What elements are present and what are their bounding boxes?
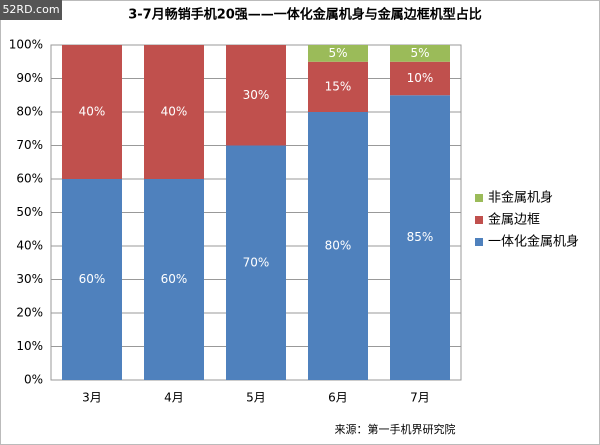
- x-tick-label: 7月: [410, 391, 430, 405]
- legend-label: 一体化金属机身: [488, 234, 579, 250]
- y-tick-label: 40%: [16, 239, 43, 253]
- value-label: 70%: [243, 255, 270, 269]
- bar-segment: [390, 45, 450, 62]
- bar-segment: [390, 95, 450, 380]
- y-tick-label: 30%: [16, 272, 43, 286]
- y-tick-label: 80%: [16, 105, 43, 119]
- y-tick-label: 10%: [16, 339, 43, 353]
- bar-segment: [62, 45, 122, 179]
- bar-segment: [226, 45, 286, 146]
- y-tick-label: 90%: [16, 71, 43, 85]
- bar-segment: [226, 145, 286, 380]
- x-tick-label: 5月: [246, 391, 266, 405]
- value-label: 5%: [328, 46, 347, 60]
- bar-segment: [308, 112, 368, 380]
- value-label: 30%: [243, 88, 270, 102]
- y-tick-label: 20%: [16, 306, 43, 320]
- value-label: 10%: [407, 71, 434, 85]
- bar-segment: [308, 45, 368, 62]
- value-label: 60%: [79, 272, 106, 286]
- y-tick-label: 60%: [16, 172, 43, 186]
- legend-swatch: [475, 216, 483, 224]
- value-label: 80%: [325, 239, 352, 253]
- y-tick-label: 70%: [16, 138, 43, 152]
- legend-label: 金属边框: [488, 212, 540, 228]
- value-label: 60%: [161, 272, 188, 286]
- value-label: 15%: [325, 79, 352, 93]
- legend-swatch: [475, 238, 483, 246]
- source-note: 来源：第一手机界研究院: [335, 422, 456, 436]
- value-label: 40%: [161, 105, 188, 119]
- bar-segment: [390, 61, 450, 96]
- y-tick-label: 0%: [24, 373, 43, 387]
- bar-segment: [144, 179, 204, 380]
- watermark: 52RD.com: [2, 3, 59, 16]
- value-label: 5%: [410, 46, 429, 60]
- value-label: 40%: [79, 105, 106, 119]
- bar-segment: [144, 45, 204, 179]
- x-tick-label: 4月: [164, 391, 184, 405]
- bar-segment: [62, 179, 122, 380]
- chart-title: 3-7月畅销手机20强——一体化金属机身与金属边框机型占比: [128, 7, 482, 23]
- bar-segment: [308, 61, 368, 112]
- value-label: 85%: [407, 230, 434, 244]
- x-tick-label: 6月: [328, 391, 348, 405]
- legend-swatch: [475, 194, 483, 202]
- watermark-bg: [0, 0, 62, 20]
- y-tick-label: 100%: [9, 38, 43, 52]
- x-tick-label: 3月: [82, 391, 102, 405]
- y-tick-label: 50%: [16, 205, 43, 219]
- legend-label: 非金属机身: [488, 190, 553, 206]
